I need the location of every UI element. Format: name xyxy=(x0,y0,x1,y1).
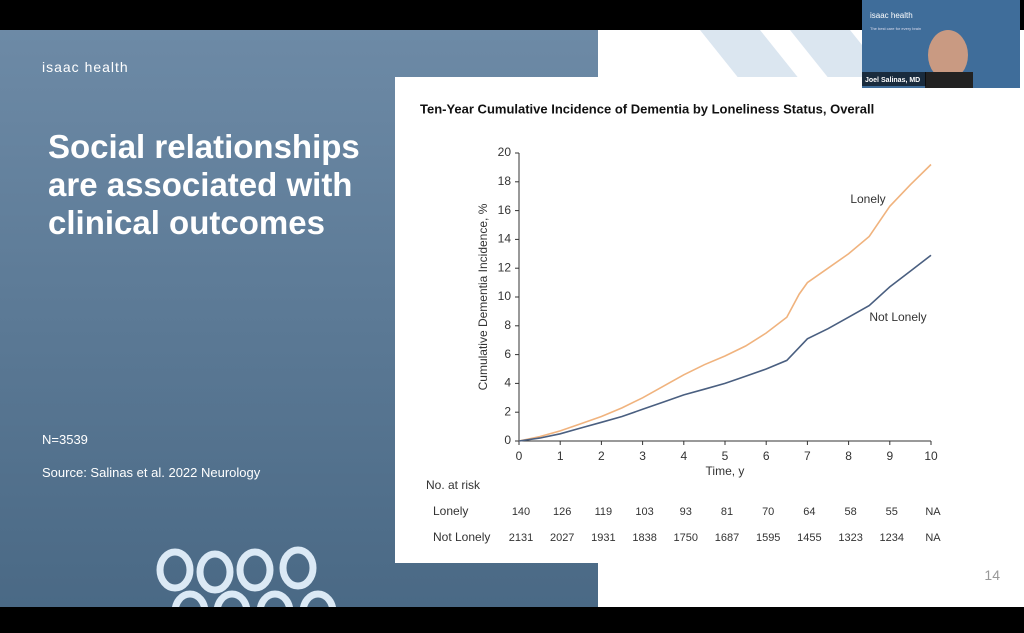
x-tick-label: 1 xyxy=(557,449,564,463)
x-tick-label: 4 xyxy=(680,449,687,463)
risk-value: 1234 xyxy=(880,532,904,544)
x-tick-label: 7 xyxy=(804,449,811,463)
risk-value: 1595 xyxy=(756,532,780,544)
x-tick-label: 0 xyxy=(516,449,523,463)
risk-value: 103 xyxy=(635,506,653,518)
stripe xyxy=(700,30,800,80)
page-number: 14 xyxy=(984,567,1000,583)
risk-value: 1687 xyxy=(715,532,739,544)
risk-value: 140 xyxy=(512,506,530,518)
source: Source: Salinas et al. 2022 Neurology xyxy=(42,465,261,480)
webcam-logo: isaac health xyxy=(870,11,913,20)
x-axis-label: Time, y xyxy=(706,464,745,478)
webcam: isaac health The best care for every bra… xyxy=(862,0,1020,88)
risk-row-label: Not Lonely xyxy=(433,530,490,544)
y-tick-label: 8 xyxy=(504,318,511,332)
y-tick-label: 12 xyxy=(498,260,512,274)
y-tick-label: 20 xyxy=(498,145,512,159)
person xyxy=(925,72,973,88)
y-tick-label: 10 xyxy=(498,289,512,303)
series-line xyxy=(518,163,932,442)
y-tick-label: 6 xyxy=(504,347,511,361)
sample-size: N=3539 xyxy=(42,432,88,447)
risk-table-title: No. at risk xyxy=(426,478,481,492)
risk-value: 55 xyxy=(886,506,898,518)
risk-value: 1931 xyxy=(591,532,615,544)
risk-value: NA xyxy=(925,506,941,518)
headline: Social relationships xyxy=(48,128,360,165)
y-axis-label: Cumulative Dementia Incidence, % xyxy=(476,203,490,390)
risk-value: 58 xyxy=(844,506,856,518)
webcam-tagline: The best care for every brain xyxy=(870,26,921,31)
risk-value: 119 xyxy=(595,506,613,518)
risk-value: 70 xyxy=(762,506,774,518)
headline: clinical outcomes xyxy=(48,204,325,241)
headline: are associated with xyxy=(48,166,352,203)
risk-value: 64 xyxy=(803,506,815,518)
chart-title: Ten-Year Cumulative Incidence of Dementi… xyxy=(420,101,874,116)
risk-value: 2027 xyxy=(550,532,574,544)
risk-value: 93 xyxy=(680,506,692,518)
chart: Ten-Year Cumulative Incidence of Dementi… xyxy=(420,101,941,544)
x-tick-label: 9 xyxy=(886,449,893,463)
risk-value: 1455 xyxy=(797,532,821,544)
risk-value: 2131 xyxy=(509,532,533,544)
logo: isaac health xyxy=(42,59,129,75)
slide: isaac health Social relationships are as… xyxy=(0,30,1024,607)
x-tick-label: 10 xyxy=(924,449,938,463)
person xyxy=(928,30,968,80)
risk-row-label: Lonely xyxy=(433,504,468,518)
y-tick-label: 18 xyxy=(498,174,512,188)
risk-value: NA xyxy=(925,532,941,544)
series-line xyxy=(518,254,932,442)
risk-value: 81 xyxy=(721,506,733,518)
risk-value: 1750 xyxy=(674,532,698,544)
footer xyxy=(598,566,1024,607)
x-tick-label: 5 xyxy=(722,449,729,463)
risk-value: 126 xyxy=(553,506,571,518)
x-tick-label: 3 xyxy=(639,449,646,463)
risk-value: 1838 xyxy=(632,532,656,544)
y-tick-label: 4 xyxy=(504,376,511,390)
x-tick-label: 8 xyxy=(845,449,852,463)
y-tick-label: 0 xyxy=(504,433,511,447)
series-label: Lonely xyxy=(850,192,885,206)
x-tick-label: 6 xyxy=(763,449,770,463)
chart-card xyxy=(395,77,948,563)
series-label: Not Lonely xyxy=(869,310,926,324)
speaker-name: Joel Salinas, MD xyxy=(865,77,920,84)
x-tick-label: 2 xyxy=(598,449,605,463)
decoration xyxy=(156,546,336,607)
risk-value: 1323 xyxy=(838,532,862,544)
y-tick-label: 16 xyxy=(498,203,512,217)
name-tag xyxy=(862,72,926,86)
y-tick-label: 2 xyxy=(504,404,511,418)
y-tick-label: 14 xyxy=(498,232,512,246)
